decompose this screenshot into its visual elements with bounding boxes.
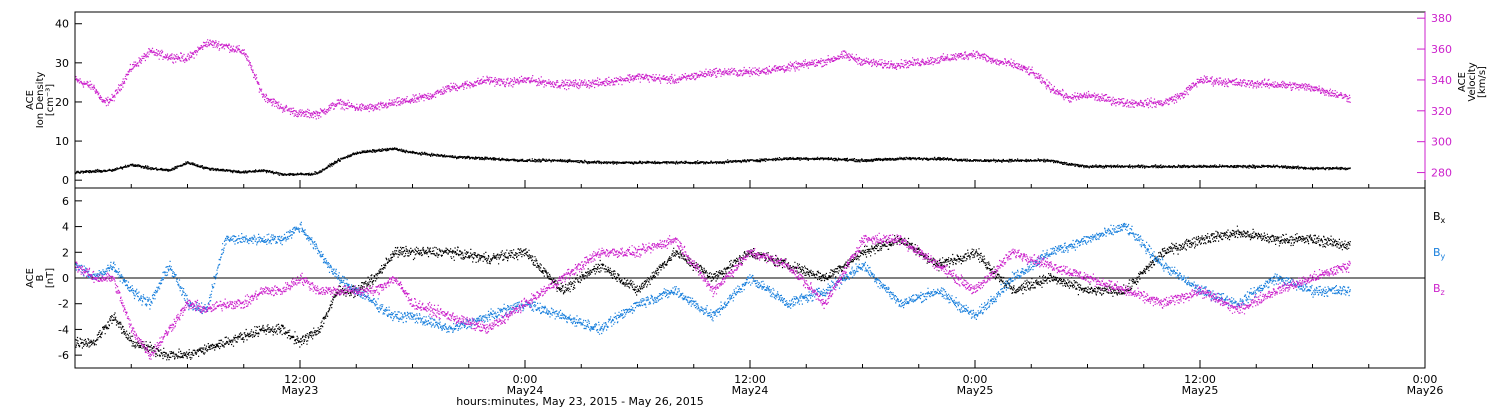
x-tick-time: 0:00 [963,373,988,386]
bz-series [75,232,1351,360]
density-axis-label: [cm⁻³] [45,84,56,116]
density-tick-label: 0 [62,174,69,187]
b-tick-label: 0 [62,272,69,285]
x-tick-date: May23 [282,384,319,397]
density-axis-label: ACE [25,90,36,110]
x-tick-time: 12:00 [734,373,766,386]
x-tick-date: May24 [507,384,544,397]
velocity-tick-label: 340 [1431,74,1452,87]
b-tick-label: 2 [62,246,69,259]
magnetic-field-panel: -6 -4 -2 0 2 4 6 ACE B [nT] Bx By Bz [25,187,1446,369]
density-series [75,147,1351,176]
legend-by: By [1433,246,1446,261]
density-axis-label: Ion Density [35,72,46,129]
x-tick-date: May25 [1182,384,1219,397]
velocity-tick-label: 280 [1431,167,1452,180]
x-axis-title: hours:minutes, May 23, 2015 - May 26, 20… [456,395,704,408]
density-tick-label: 20 [55,96,69,109]
x-tick-date: May25 [957,384,994,397]
legend-bz: Bz [1433,282,1445,297]
x-tick-time: 0:00 [513,373,538,386]
velocity-tick-label: 380 [1431,12,1452,25]
x-tick-date: May26 [1407,384,1444,397]
velocity-tick-label: 360 [1431,43,1452,56]
velocity-tick-label: 300 [1431,136,1452,149]
x-tick-time: 12:00 [1184,373,1216,386]
b-tick-label: -4 [58,323,69,336]
b-tick-label: -2 [58,298,69,311]
bx-series [75,225,1351,361]
x-tick-date: May24 [732,384,769,397]
x-tick-time: 12:00 [284,373,316,386]
b-tick-label: -6 [58,349,69,362]
density-tick-label: 30 [55,57,69,70]
velocity-series [75,39,1351,120]
velocity-axis-label: Velocity [1467,62,1478,101]
b-axis-label: ACE [25,268,36,288]
velocity-axis-label: [km/s] [1477,66,1488,98]
density-tick-label: 40 [55,18,69,31]
velocity-axis-label: ACE [1457,72,1468,92]
velocity-tick-label: 320 [1431,105,1452,118]
b-tick-label: 6 [62,195,69,208]
top-frame [74,11,1426,189]
legend-bx: Bx [1433,210,1446,225]
density-tick-label: 10 [55,135,69,148]
b-axis-label: B [35,274,46,281]
b-tick-label: 4 [62,221,69,234]
time-axis: 12:00May230:00May2412:00May240:00May2512… [74,180,1444,408]
b-axis-label: [nT] [45,268,56,288]
x-tick-time: 0:00 [1413,373,1438,386]
